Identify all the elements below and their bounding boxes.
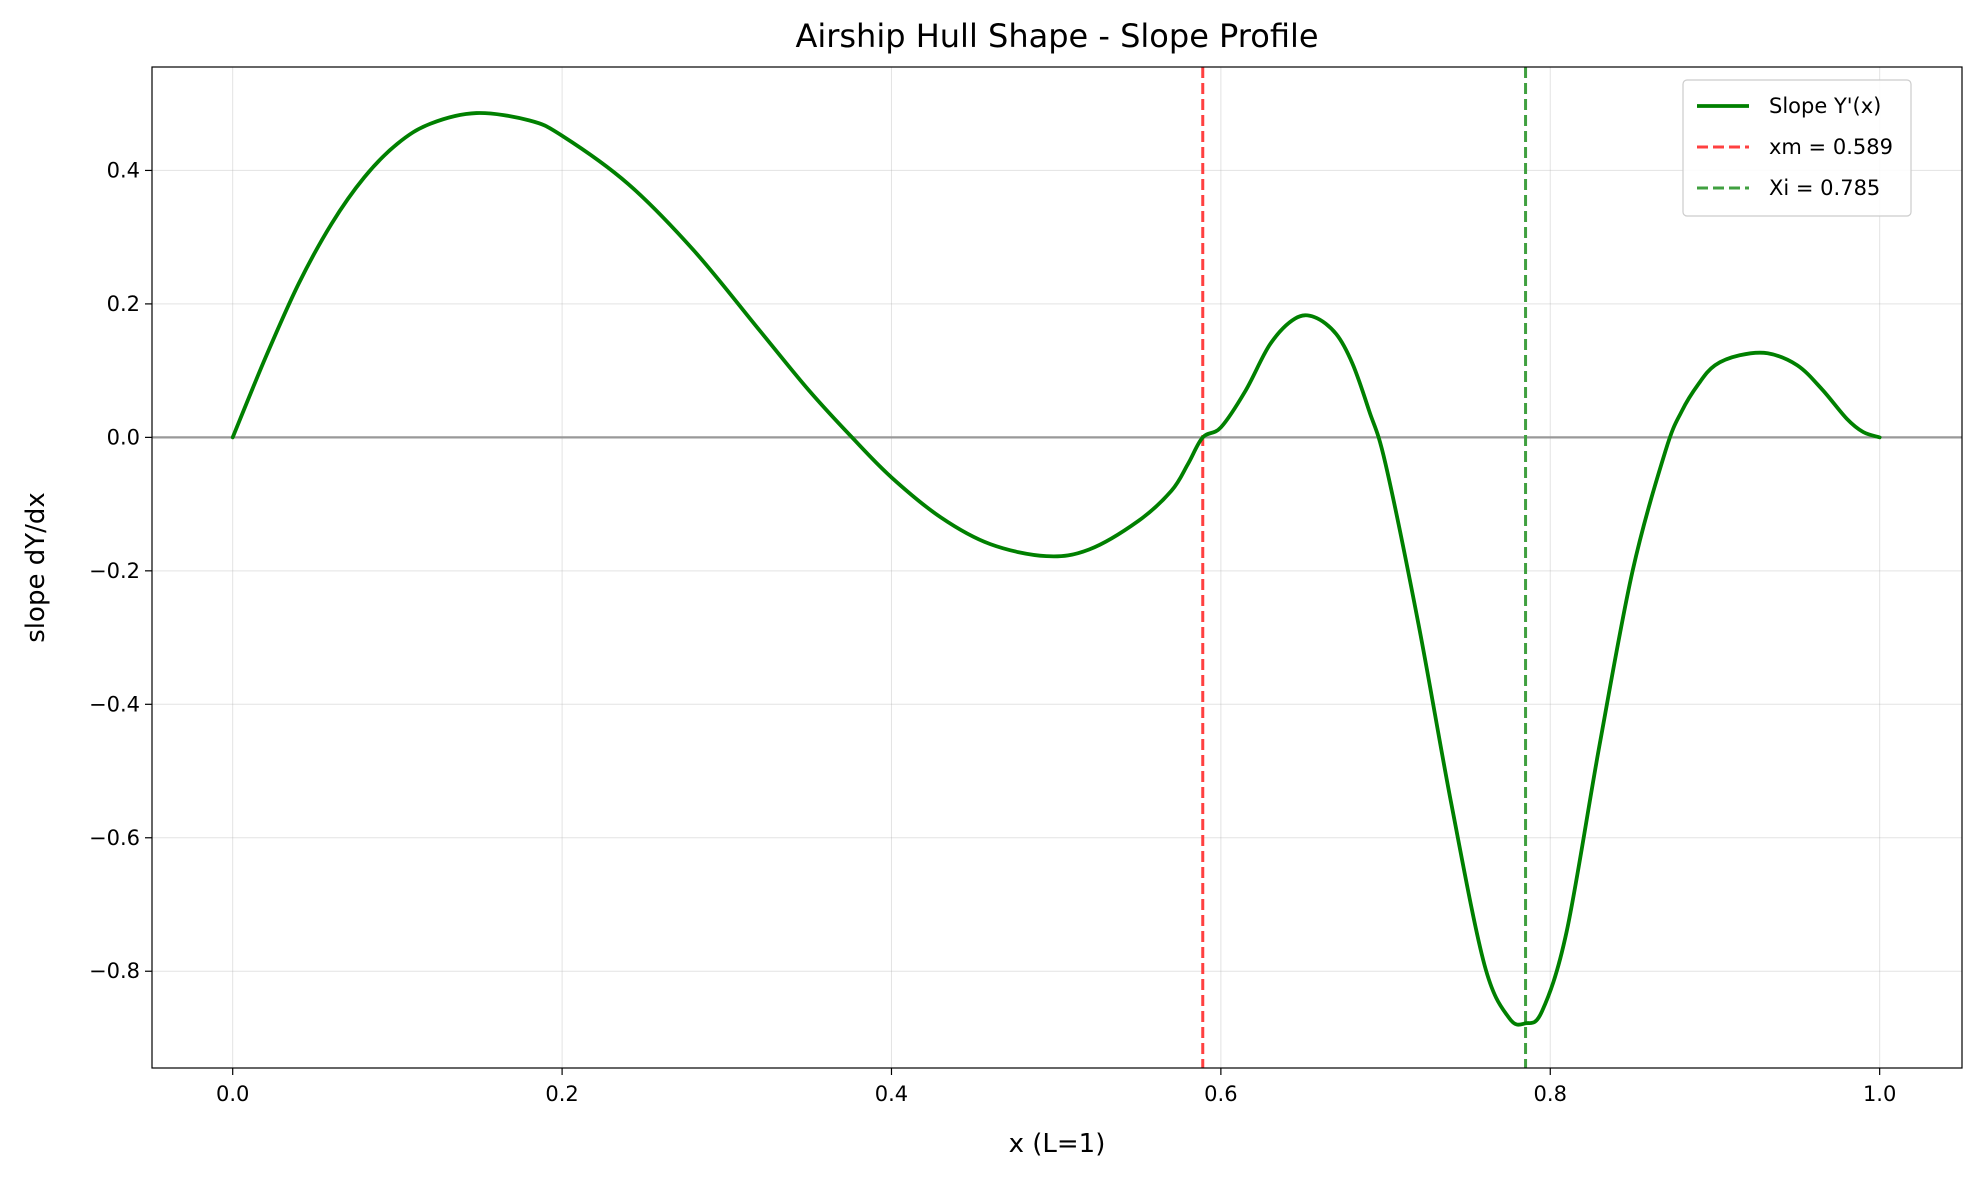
y-tick-label: −0.8: [89, 959, 140, 983]
y-tick-label: −0.2: [89, 559, 140, 583]
plot-frame: [151, 66, 1963, 1069]
series-lines: [230, 111, 1882, 1027]
x-axis-label: x (L=1): [1009, 1129, 1106, 1159]
y-ticks: 0.4 0.2 0.0 −0.2 −0.4 −0.6 −0.8: [89, 158, 152, 983]
x-tick-label: 0.8: [1534, 1082, 1567, 1106]
x-tick-label: 0.6: [1204, 1082, 1237, 1106]
y-tick-label: 0.2: [107, 292, 140, 316]
x-tick-label: 1.0: [1863, 1082, 1896, 1106]
y-axis-label: slope dY/dx: [21, 492, 51, 642]
x-tick-label: 0.2: [545, 1082, 578, 1106]
y-tick-label: −0.6: [89, 826, 140, 850]
slope-series-line: [230, 111, 1882, 1027]
x-tick-label: 0.0: [216, 1082, 249, 1106]
legend-entry-xm-label: xm = 0.589: [1769, 135, 1893, 159]
legend: Slope Y'(x) xm = 0.589 Xi = 0.785: [1682, 79, 1912, 217]
legend-entry-xi-label: Xi = 0.785: [1769, 176, 1880, 200]
y-tick-label: −0.4: [89, 692, 140, 716]
x-ticks: 0.0 0.2 0.4 0.6 0.8 1.0: [216, 1068, 1896, 1106]
y-tick-label: 0.0: [107, 425, 140, 449]
legend-box: [1682, 79, 1912, 217]
vertical-marker-lines: [1201, 67, 1528, 1068]
chart-title: Airship Hull Shape - Slope Profile: [795, 17, 1318, 55]
legend-entry-slope-label: Slope Y'(x): [1769, 94, 1881, 118]
x-tick-label: 0.4: [875, 1082, 908, 1106]
y-tick-label: 0.4: [107, 158, 140, 182]
